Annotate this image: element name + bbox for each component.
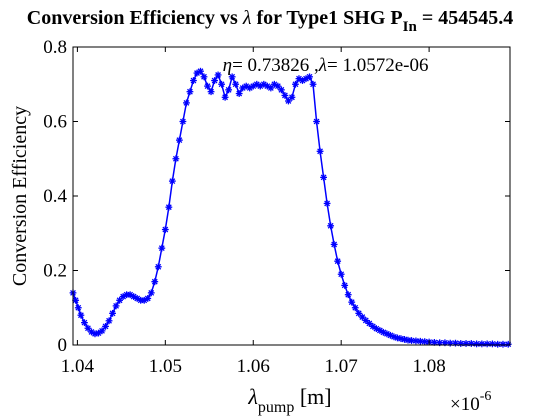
data-point bbox=[81, 319, 88, 327]
y-tick-label: 0.4 bbox=[43, 186, 67, 207]
y-axis-label: Conversion Efficiency bbox=[9, 106, 31, 286]
x-axis-label-unit: [m] bbox=[294, 384, 331, 409]
data-point bbox=[320, 173, 327, 181]
data-point bbox=[161, 226, 169, 233]
series-line bbox=[72, 70, 509, 345]
data-point bbox=[337, 270, 345, 278]
data-point bbox=[281, 92, 289, 99]
data-point bbox=[504, 340, 512, 348]
x-axis-label-subscript: pump bbox=[258, 399, 294, 416]
data-point bbox=[309, 80, 317, 88]
data-point bbox=[74, 304, 82, 312]
x-tick-label: 1.04 bbox=[61, 356, 95, 377]
data-point bbox=[98, 327, 106, 335]
chart-title-middle: for Type1 SHG P bbox=[252, 7, 403, 29]
data-point bbox=[228, 73, 236, 81]
x-tick-label: 1.08 bbox=[412, 356, 445, 377]
x-tick-label: 1.07 bbox=[325, 356, 358, 377]
chart-title-lambda: λ bbox=[242, 7, 252, 29]
data-point bbox=[207, 88, 215, 96]
data-point bbox=[330, 241, 338, 248]
data-point bbox=[494, 340, 502, 348]
x-axis-label: λpump [m] bbox=[247, 384, 331, 416]
data-point bbox=[355, 309, 363, 317]
annotation-lambda-symbol: λ bbox=[318, 55, 327, 76]
data-point bbox=[274, 82, 282, 90]
chart-title-suffix: = 454545.4 bbox=[417, 7, 513, 29]
x-axis-exponent: ×10-6 bbox=[450, 389, 491, 415]
annotation-lambda-value: = 1.0572e-06 bbox=[327, 55, 428, 76]
data-point bbox=[190, 77, 197, 84]
data-point bbox=[351, 304, 359, 312]
tick-layer: 1.04 1.05 1.06 1.07 1.08 0 0.2 0.4 0.6 0.8 bbox=[43, 37, 510, 377]
data-point bbox=[473, 340, 480, 348]
data-point bbox=[109, 309, 116, 317]
data-point bbox=[105, 317, 113, 325]
data-point bbox=[221, 93, 229, 101]
data-point bbox=[211, 77, 218, 84]
data-point bbox=[175, 136, 183, 144]
data-point bbox=[172, 155, 180, 163]
chart-title-prefix: Conversion Efficiency vs bbox=[27, 7, 243, 29]
y-tick-label: 0.8 bbox=[43, 37, 67, 58]
data-point bbox=[218, 80, 226, 88]
data-point bbox=[348, 298, 356, 306]
y-tick-label: 0.2 bbox=[43, 261, 67, 282]
y-tick-label: 0 bbox=[58, 335, 68, 356]
chart-title: Conversion Efficiency vs λ for Type1 SHG… bbox=[27, 7, 513, 35]
data-point bbox=[277, 86, 285, 94]
data-point bbox=[165, 203, 173, 211]
data-point bbox=[235, 90, 243, 97]
data-point bbox=[158, 244, 166, 252]
data-point bbox=[154, 263, 162, 271]
data-point bbox=[288, 93, 296, 101]
data-point bbox=[147, 289, 155, 297]
data-point bbox=[225, 86, 233, 94]
data-point bbox=[112, 302, 120, 310]
data-point bbox=[197, 67, 204, 75]
data-point bbox=[232, 80, 240, 88]
data-point bbox=[151, 278, 159, 286]
data-point bbox=[77, 311, 85, 319]
x-tick-label: 1.05 bbox=[149, 356, 182, 377]
data-point bbox=[204, 82, 211, 90]
data-point bbox=[344, 291, 352, 299]
annotation-eta-symbol: η bbox=[223, 55, 232, 76]
data-layer bbox=[69, 67, 512, 348]
data-point bbox=[302, 75, 310, 83]
y-tick-label: 0.6 bbox=[43, 112, 67, 133]
data-point bbox=[200, 73, 208, 81]
data-point bbox=[179, 118, 187, 125]
x-axis-exponent-base: ×10 bbox=[450, 394, 480, 415]
x-axis-label-lambda: λ bbox=[247, 384, 258, 409]
data-point bbox=[183, 99, 190, 107]
annotation-eta-value: = 0.73826 , bbox=[232, 55, 319, 76]
data-point bbox=[292, 80, 299, 88]
data-point bbox=[341, 281, 349, 289]
data-point bbox=[186, 88, 194, 96]
x-axis-exponent-power: -6 bbox=[480, 389, 492, 404]
data-point bbox=[168, 177, 176, 185]
x-tick-label: 1.06 bbox=[237, 356, 270, 377]
data-point bbox=[483, 340, 491, 348]
chart-title-subscript: In bbox=[403, 19, 418, 35]
data-point bbox=[306, 73, 313, 81]
data-point bbox=[323, 200, 331, 207]
data-point bbox=[334, 257, 342, 265]
data-point bbox=[358, 313, 366, 321]
data-point bbox=[327, 222, 335, 230]
data-point bbox=[144, 295, 152, 302]
data-point bbox=[102, 322, 109, 330]
data-point bbox=[316, 147, 324, 155]
peak-annotation: η= 0.73826 ,λ= 1.0572e-06 bbox=[223, 55, 429, 76]
data-point bbox=[313, 118, 320, 125]
data-point bbox=[214, 71, 222, 79]
